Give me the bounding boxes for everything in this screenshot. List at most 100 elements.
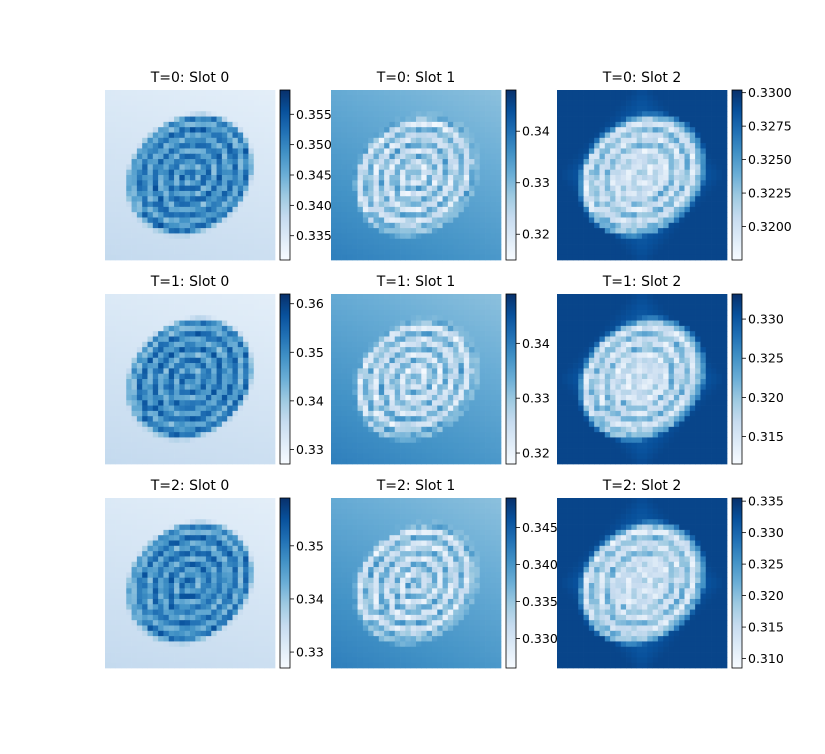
heatmap-cell	[690, 143, 696, 149]
heatmap-cell	[395, 310, 401, 316]
heatmap-cell	[605, 159, 611, 165]
heatmap-cell	[331, 331, 337, 337]
heatmap-cell	[432, 321, 438, 327]
heatmap-cell	[368, 255, 374, 261]
heatmap-cell	[179, 111, 185, 117]
heatmap-cell	[347, 384, 353, 390]
heatmap-cell	[174, 374, 180, 380]
heatmap-cell	[238, 164, 244, 170]
heatmap-cell	[137, 90, 143, 96]
heatmap-cell	[615, 170, 621, 176]
heatmap-cell	[352, 422, 358, 428]
heatmap-cell	[480, 228, 486, 234]
heatmap-cells	[557, 90, 727, 260]
heatmap-cell	[270, 368, 276, 374]
heatmap-cell	[658, 106, 664, 112]
heatmap-cell	[222, 352, 228, 358]
heatmap-cell	[254, 416, 260, 422]
heatmap-cell	[148, 400, 154, 406]
heatmap-cell	[464, 342, 470, 348]
heatmap-cell	[427, 299, 433, 305]
heatmap-cell	[331, 218, 337, 224]
heatmap-cell	[469, 384, 475, 390]
heatmap-cell	[132, 406, 138, 412]
heatmap-cell	[233, 249, 239, 255]
heatmap-cell	[400, 368, 406, 374]
heatmap-cell	[195, 443, 201, 449]
heatmap-cell	[185, 122, 191, 128]
heatmap-cell	[174, 400, 180, 406]
heatmap-cell	[179, 363, 185, 369]
heatmap-cell	[600, 175, 606, 181]
heatmap-cell	[706, 249, 712, 255]
heatmap-cell	[121, 437, 127, 443]
heatmap-cell	[264, 310, 270, 316]
heatmap-cell	[416, 164, 422, 170]
heatmap-cell	[374, 363, 380, 369]
heatmap-cell	[637, 255, 643, 261]
heatmap-cell	[453, 202, 459, 208]
heatmap-cell	[605, 196, 611, 202]
heatmap-cell	[142, 138, 148, 144]
heatmap-cell	[270, 143, 276, 149]
heatmap-cell	[432, 342, 438, 348]
heatmap-cell	[374, 175, 380, 181]
heatmap-cell	[270, 212, 276, 218]
heatmap-cell	[363, 416, 369, 422]
heatmap-cell	[421, 212, 427, 218]
heatmap-cell	[379, 400, 385, 406]
heatmap-cell	[352, 411, 358, 417]
heatmap-cell	[169, 331, 175, 337]
heatmap-cell	[264, 90, 270, 96]
heatmap-cell	[110, 138, 116, 144]
heatmap-cell	[437, 315, 443, 321]
heatmap-cell	[352, 432, 358, 438]
heatmap-cell	[374, 299, 380, 305]
heatmap-cell	[179, 358, 185, 364]
heatmap-cell	[243, 255, 249, 261]
heatmap-cell	[389, 159, 395, 165]
heatmap-cell	[248, 159, 254, 165]
heatmap-cell	[238, 249, 244, 255]
heatmap-cell	[201, 133, 207, 139]
heatmap-cell	[379, 239, 385, 245]
heatmap-cell	[259, 95, 265, 101]
heatmap-cell	[400, 294, 406, 300]
heatmap-cell	[400, 337, 406, 343]
heatmap-cell	[126, 159, 132, 165]
heatmap-cell	[384, 164, 390, 170]
heatmap-cell	[459, 326, 465, 332]
heatmap-cell	[195, 390, 201, 396]
heatmap-cell	[195, 117, 201, 123]
heatmap-cell	[243, 239, 249, 245]
heatmap-cell	[227, 106, 233, 112]
heatmap-cell	[395, 294, 401, 300]
heatmap-cell	[615, 143, 621, 149]
colorbar-tick-label: 0.35	[296, 345, 324, 360]
heatmap-cell	[448, 143, 454, 149]
heatmap-cell	[331, 384, 337, 390]
heatmap-cell	[238, 159, 244, 165]
heatmap-cell	[674, 133, 680, 139]
heatmap-cell	[389, 170, 395, 176]
heatmap-cell	[432, 374, 438, 380]
heatmap-cell	[259, 459, 265, 465]
heatmap-cell	[711, 175, 717, 181]
heatmap-cell	[432, 331, 438, 337]
heatmap-cell	[443, 342, 449, 348]
heatmap-cell	[600, 164, 606, 170]
heatmap-cell	[485, 406, 491, 412]
heatmap-cell	[416, 422, 422, 428]
heatmap-cell	[174, 390, 180, 396]
heatmap-cell	[148, 95, 154, 101]
heatmap-cell	[206, 422, 212, 428]
heatmap-cell	[695, 239, 701, 245]
heatmap-cell	[557, 191, 563, 197]
heatmap-cell	[411, 191, 417, 197]
heatmap-cell	[405, 233, 411, 239]
heatmap-cell	[137, 191, 143, 197]
heatmap-cell	[254, 111, 260, 117]
heatmap-cell	[496, 342, 502, 348]
heatmap-cell	[469, 299, 475, 305]
heatmap-cell	[358, 159, 364, 165]
